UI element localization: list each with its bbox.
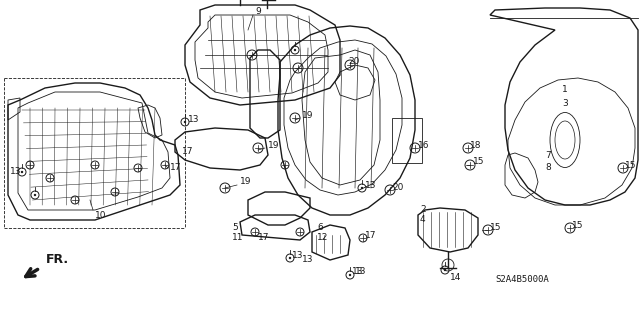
Text: 20: 20 — [348, 57, 360, 66]
Text: 19: 19 — [268, 140, 280, 150]
Circle shape — [20, 171, 23, 173]
Text: 12: 12 — [317, 234, 328, 242]
Text: 8: 8 — [545, 164, 551, 173]
Circle shape — [349, 274, 351, 276]
Circle shape — [184, 121, 186, 123]
Text: 13: 13 — [302, 256, 314, 264]
Text: 3: 3 — [562, 99, 568, 108]
Text: 20: 20 — [392, 183, 403, 192]
Text: 14: 14 — [450, 273, 461, 283]
Circle shape — [294, 49, 296, 51]
Text: 13: 13 — [292, 250, 303, 259]
Text: 13: 13 — [355, 268, 367, 277]
Text: 17: 17 — [170, 164, 182, 173]
Text: 2: 2 — [420, 205, 426, 214]
Text: 13: 13 — [365, 181, 376, 189]
Bar — [392, 118, 422, 163]
Text: 7: 7 — [545, 151, 551, 160]
Text: 9: 9 — [255, 8, 260, 17]
Text: 5: 5 — [232, 224, 237, 233]
Text: 17: 17 — [365, 231, 376, 240]
Text: 15: 15 — [473, 158, 484, 167]
Text: 16: 16 — [418, 140, 429, 150]
Circle shape — [444, 269, 446, 271]
Circle shape — [361, 187, 364, 189]
Text: 17: 17 — [182, 147, 193, 157]
Text: 1: 1 — [562, 85, 568, 94]
Text: 13: 13 — [352, 268, 364, 277]
Text: 13: 13 — [10, 167, 22, 176]
Text: 15: 15 — [490, 224, 502, 233]
Text: 10: 10 — [95, 211, 106, 219]
Text: 15: 15 — [572, 220, 584, 229]
Text: 13: 13 — [188, 115, 200, 124]
Text: 18: 18 — [470, 140, 481, 150]
Text: FR.: FR. — [46, 253, 69, 266]
Text: 17: 17 — [258, 234, 269, 242]
Text: 11: 11 — [232, 234, 243, 242]
Text: 15: 15 — [625, 160, 637, 169]
Text: S2A4B5000A: S2A4B5000A — [495, 276, 548, 285]
Circle shape — [34, 194, 36, 196]
Text: 19: 19 — [240, 177, 252, 187]
Circle shape — [289, 257, 291, 259]
Text: 6: 6 — [317, 224, 323, 233]
Text: 19: 19 — [302, 110, 314, 120]
Text: 4: 4 — [420, 216, 426, 225]
